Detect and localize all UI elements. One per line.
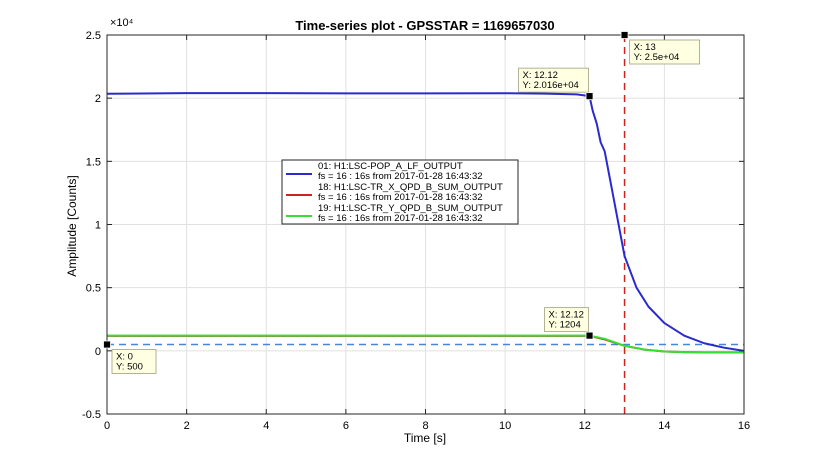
legend-entry-sub-1: fs = 16 : 16s from 2017-01-28 16:43:32: [318, 171, 483, 182]
x-tick-label: 8: [422, 420, 428, 432]
x-tick-label: 14: [658, 420, 670, 432]
series-line-3: [107, 334, 744, 354]
y-tick-label: 1.5: [86, 156, 101, 168]
y-axis-label: Amplitude [Counts]: [65, 175, 79, 276]
x-tick-label: 16: [738, 420, 750, 432]
datatip-box-2: [518, 67, 589, 93]
datatip-y-2: Y: 2.016e+04: [523, 80, 579, 91]
y-tick-label: 2: [95, 93, 101, 105]
datatip-y-3: Y: 2.5e+04: [634, 52, 680, 63]
datatip-marker-3: [620, 31, 629, 39]
legend-box: [281, 159, 519, 225]
y-tick-label: 0: [95, 346, 101, 358]
series-line-1: [106, 92, 745, 352]
x-tick-label: 6: [343, 420, 349, 432]
x-tick-label: 10: [499, 420, 511, 432]
x-axis-label: Time [s]: [404, 431, 446, 445]
x-tick-label: 4: [263, 420, 269, 432]
x-tick-label: 0: [104, 420, 110, 432]
legend-entry-name-1: 01: H1:LSC-POP_A_LF_OUTPUT: [318, 161, 463, 172]
datatip-y-1: Y: 500: [116, 362, 143, 373]
datatip-y-4: Y: 1204: [549, 320, 581, 331]
datatip-x-4: X: 12.12: [549, 310, 584, 321]
datatip-marker-2: [585, 92, 594, 101]
x-tick-label: 2: [184, 420, 190, 432]
chart-title: Time-series plot - GPSSTAR = 1169657030: [295, 18, 554, 33]
x-tick-label: 12: [579, 420, 591, 432]
legend-entry-name-2: 18: H1:LSC-TR_X_QPD_B_SUM_OUTPUT: [318, 182, 503, 193]
plot-area: 0 2 4 6 8 10 12 14 16-0.500.511.522.5: [82, 30, 750, 432]
legend-entry-sub-2: fs = 16 : 16s from 2017-01-28 16:43:32: [318, 192, 483, 203]
y-tick-label: 2.5: [86, 30, 101, 42]
datatip-x-1: X: 0: [116, 352, 133, 363]
datatip-marker-4: [585, 331, 594, 340]
datatip-x-2: X: 12.12: [523, 70, 558, 81]
y-tick-label: 0.5: [86, 283, 101, 295]
y-axis-exponent: ×10⁴: [110, 17, 134, 29]
y-tick-label: 1: [95, 220, 101, 232]
datatip-box-4: [544, 307, 589, 333]
datatip-box-1: [111, 349, 157, 374]
datatip-marker-1: [103, 340, 111, 349]
y-tick-label: -0.5: [82, 409, 101, 421]
datatip-x-3: X: 13: [634, 42, 656, 53]
legend-entry-name-3: 19: H1:LSC-TR_Y_QPD_B_SUM_OUTPUT: [318, 203, 503, 214]
legend-entry-sub-3: fs = 16 : 16s from 2017-01-28 16:43:32: [318, 213, 483, 224]
datatip-box-3: [629, 39, 700, 65]
